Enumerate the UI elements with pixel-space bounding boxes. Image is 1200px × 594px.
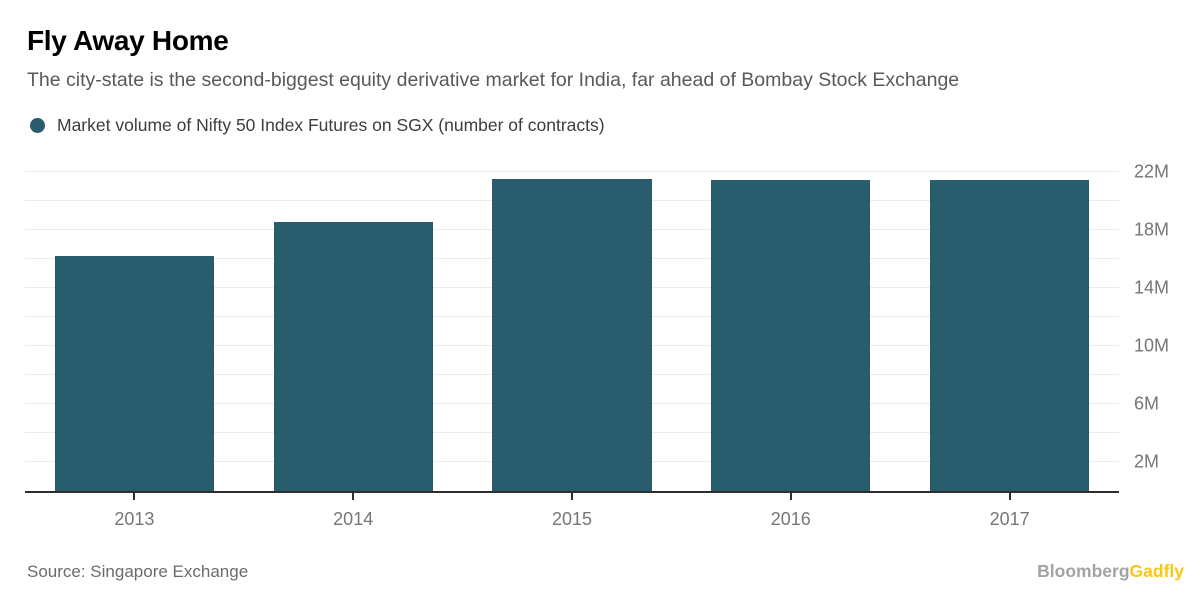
x-axis-label: 2016 xyxy=(770,509,811,529)
page-title: Fly Away Home xyxy=(27,25,229,56)
y-axis-label: 18M xyxy=(1134,219,1170,240)
x-axis-slot: 2014 xyxy=(244,493,463,530)
x-axis-tick xyxy=(133,493,136,500)
gridline xyxy=(25,170,1119,172)
logo-gadfly-text: Gadfly xyxy=(1129,561,1184,581)
x-axis-line xyxy=(25,491,1119,493)
bar-2013 xyxy=(54,255,214,491)
y-axis-label: 6M xyxy=(1134,393,1160,414)
y-axis-label: 10M xyxy=(1134,335,1170,356)
chart-plot-area: 2M 6M 10M 14M 18M 22M xyxy=(25,160,1169,493)
x-axis-label: 2015 xyxy=(551,509,593,529)
x-axis-tick xyxy=(570,493,573,500)
x-axis-slot: 2015 xyxy=(463,493,682,530)
x-axis-tick xyxy=(1008,493,1011,500)
source-text: Source: Singapore Exchange xyxy=(27,562,249,581)
bar-slot xyxy=(900,160,1119,491)
legend-label: Market volume of Nifty 50 Index Futures … xyxy=(57,115,605,135)
x-axis-slot: 2017 xyxy=(900,493,1119,530)
bars-layer xyxy=(25,160,1119,491)
x-axis: 2013 2014 2015 2016 2017 xyxy=(25,493,1119,530)
y-axis-label: 2M xyxy=(1134,451,1160,472)
x-axis-label: 2013 xyxy=(114,509,155,529)
bar-2017 xyxy=(930,180,1090,491)
y-axis-label: 14M xyxy=(1134,277,1170,298)
bar-slot xyxy=(681,160,900,491)
bar-2014 xyxy=(273,222,433,491)
x-axis-label: 2014 xyxy=(333,509,374,529)
logo-bloomberg-text: Bloomberg xyxy=(1037,561,1130,581)
x-axis-tick xyxy=(352,493,355,500)
bloomberg-gadfly-logo: BloombergGadfly xyxy=(1037,561,1184,582)
x-axis-label: 2017 xyxy=(989,509,1030,529)
chart-legend: Market volume of Nifty 50 Index Futures … xyxy=(30,115,605,136)
y-axis-label: 22M xyxy=(1134,161,1170,182)
x-axis-tick xyxy=(789,493,792,500)
bar-2016 xyxy=(711,179,871,491)
chart-header: Fly Away Home The city-state is the seco… xyxy=(27,25,1170,92)
bar-slot xyxy=(25,160,244,491)
chart-subtitle: The city-state is the second-biggest equ… xyxy=(27,68,960,91)
legend-marker-icon xyxy=(30,118,45,133)
bar-slot xyxy=(244,160,463,491)
x-axis-slot: 2013 xyxy=(25,493,244,530)
bar-2015 xyxy=(492,178,652,491)
bar-slot xyxy=(463,160,682,491)
x-axis-slot: 2016 xyxy=(681,493,900,530)
chart-footer: Source: Singapore Exchange BloombergGadf… xyxy=(27,561,1184,582)
